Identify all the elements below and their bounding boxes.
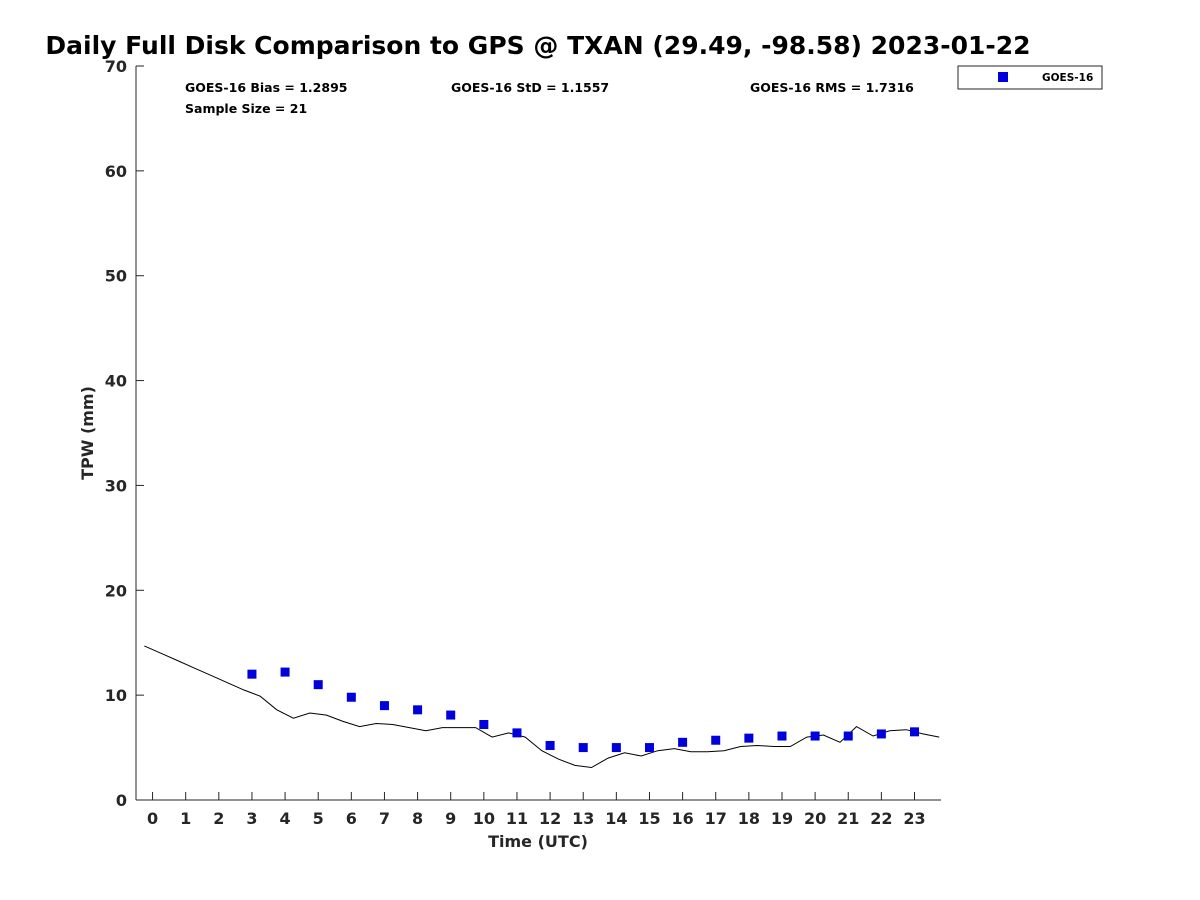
- gps-line: [144, 645, 940, 769]
- y-ticks: 0 10 20 30 40 50 60 70: [105, 57, 144, 810]
- axes: [135, 66, 941, 801]
- legend-label-goes16: GOES-16: [1042, 72, 1093, 84]
- goes16-point: [744, 733, 754, 743]
- chart-title: Daily Full Disk Comparison to GPS @ TXAN…: [45, 31, 1030, 60]
- goes16-point: [247, 669, 257, 679]
- x-tick-label: 21: [837, 809, 859, 828]
- goes16-point: [711, 735, 721, 745]
- goes16-point: [611, 743, 621, 753]
- x-tick-label: 4: [280, 809, 291, 828]
- x-tick-label: 17: [705, 809, 727, 828]
- goes16-point: [413, 705, 423, 715]
- gps-series-line: [144, 645, 940, 769]
- goes16-point: [512, 728, 522, 738]
- y-tick-label: 10: [105, 686, 127, 705]
- x-tick-label: 14: [605, 809, 627, 828]
- goes16-point: [479, 720, 489, 730]
- goes16-point: [578, 743, 588, 753]
- x-tick-label: 20: [804, 809, 826, 828]
- stat-bias: GOES-16 Bias = 1.2895: [185, 80, 347, 95]
- x-tick-label: 15: [638, 809, 660, 828]
- x-tick-label: 22: [870, 809, 892, 828]
- goes16-point: [876, 729, 886, 739]
- x-tick-label: 11: [506, 809, 528, 828]
- y-tick-label: 60: [105, 162, 127, 181]
- stat-sample-size: Sample Size = 21: [185, 101, 307, 116]
- goes16-point: [843, 731, 853, 741]
- goes16-point: [810, 731, 820, 741]
- x-tick-label: 13: [572, 809, 594, 828]
- goes16-point: [446, 710, 456, 720]
- goes16-point: [545, 740, 555, 750]
- y-tick-label: 50: [105, 267, 127, 286]
- x-tick-label: 9: [445, 809, 456, 828]
- goes16-point: [313, 680, 323, 690]
- y-tick-label: 0: [116, 791, 127, 810]
- x-tick-label: 1: [180, 809, 191, 828]
- x-tick-label: 0: [147, 809, 158, 828]
- y-axis-label: TPW (mm): [78, 386, 97, 480]
- x-ticks: 0 1 2 3 4 5 6 7 8 9 10 11 12 13 14 15 16 17 18 19 20 21 22 23: [147, 792, 926, 828]
- stat-rms: GOES-16 RMS = 1.7316: [750, 80, 914, 95]
- goes16-series-points: [247, 667, 919, 753]
- goes16-point: [346, 692, 356, 702]
- x-tick-label: 8: [412, 809, 423, 828]
- x-tick-label: 6: [346, 809, 357, 828]
- x-tick-label: 10: [473, 809, 495, 828]
- x-tick-label: 16: [671, 809, 693, 828]
- x-tick-label: 7: [379, 809, 390, 828]
- x-axis-label: Time (UTC): [488, 832, 588, 851]
- stat-std: GOES-16 StD = 1.1557: [451, 80, 609, 95]
- y-tick-label: 20: [105, 581, 127, 600]
- legend: GOES-16: [957, 65, 1103, 90]
- legend-marker-square: [998, 72, 1008, 82]
- x-tick-label: 12: [539, 809, 561, 828]
- y-tick-label: 30: [105, 476, 127, 495]
- x-tick-label: 19: [771, 809, 793, 828]
- goes16-point: [379, 701, 389, 711]
- goes16-point: [909, 727, 919, 737]
- goes16-point: [280, 667, 290, 677]
- x-tick-label: 2: [213, 809, 224, 828]
- y-tick-label: 40: [105, 372, 127, 391]
- goes16-point: [644, 743, 654, 753]
- x-tick-label: 23: [903, 809, 925, 828]
- goes16-point: [678, 737, 688, 747]
- legend-box: [957, 65, 1103, 90]
- x-tick-label: 18: [738, 809, 760, 828]
- goes16-point: [777, 731, 787, 741]
- stats-annotations: GOES-16 Bias = 1.2895 GOES-16 StD = 1.15…: [185, 80, 914, 116]
- x-tick-label: 3: [246, 809, 257, 828]
- y-tick-label: 70: [105, 57, 127, 76]
- x-tick-label: 5: [313, 809, 324, 828]
